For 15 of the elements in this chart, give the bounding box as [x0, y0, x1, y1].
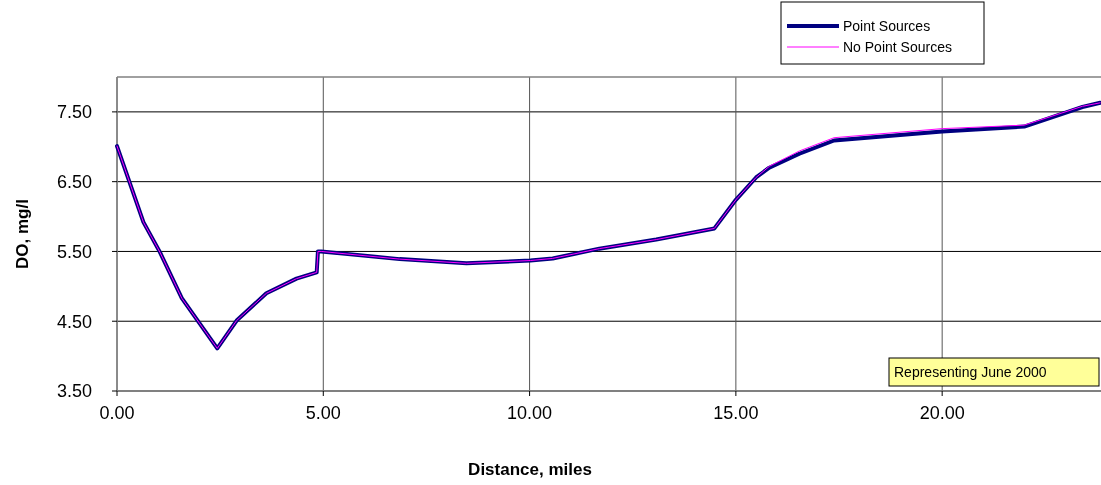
- legend-label: No Point Sources: [843, 38, 952, 55]
- x-tick-label: 5.00: [305, 403, 341, 423]
- x-tick-label: 20.00: [919, 403, 965, 423]
- annotation: Representing June 2000: [894, 363, 1047, 380]
- y-axis-title: DO, mg/l: [13, 199, 32, 269]
- x-tick-label: 10.00: [507, 403, 553, 423]
- legend-label: Point Sources: [843, 17, 931, 34]
- x-axis-title: Distance, miles: [468, 460, 592, 479]
- y-tick-label: 4.50: [56, 311, 92, 332]
- x-tick-label: 15.00: [713, 403, 759, 423]
- x-tick-label: 0.00: [99, 403, 135, 423]
- y-tick-label: 5.50: [56, 241, 92, 262]
- y-tick-label: 7.50: [56, 102, 92, 123]
- y-tick-label: 6.50: [56, 171, 92, 192]
- y-tick-label: 3.50: [56, 381, 92, 402]
